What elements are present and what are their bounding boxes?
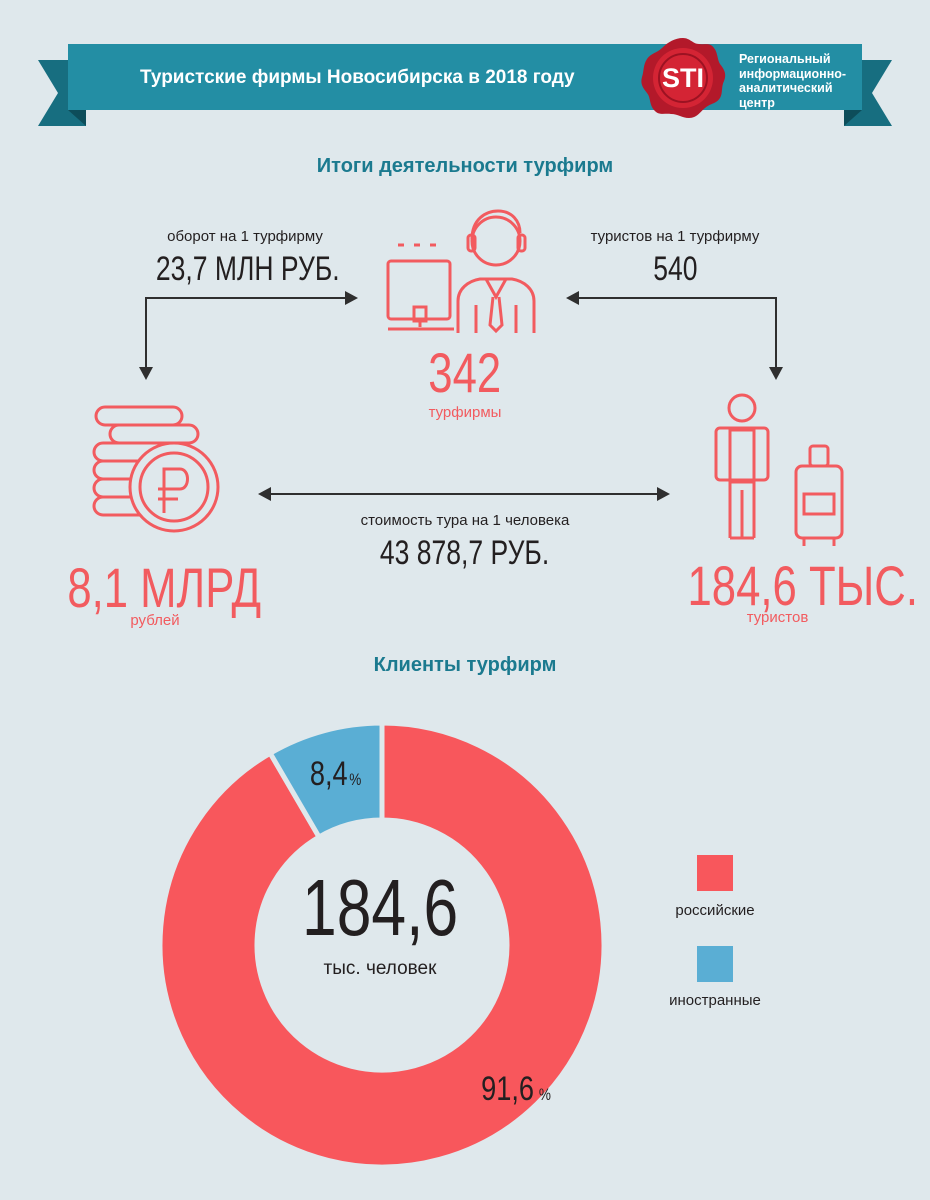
org-line: информационно- <box>739 66 847 81</box>
org-line: Региональный <box>739 52 831 66</box>
tourists-label: туристов <box>746 609 809 626</box>
cost-value-text: 43 878,7 руб. <box>380 534 550 572</box>
revenue-label: рублей <box>130 612 180 629</box>
revenue-value: 8,1 млрд <box>40 560 270 616</box>
page-title: Туристские фирмы Новосибирска в 2018 год… <box>140 67 575 88</box>
donut-slice-foreign <box>266 720 385 841</box>
tourists-per-firm-value: 540 <box>560 250 790 289</box>
legend-label-foreign: иностранные <box>669 992 761 1009</box>
logo-text: STI <box>662 63 704 93</box>
legend-swatch-foreign <box>697 946 733 982</box>
cost-label: стоимость тура на 1 человека <box>360 512 570 529</box>
header-banner <box>38 44 892 126</box>
firms-value-text: 342 <box>428 341 502 404</box>
tourists-value-text: 184,6 тыс. <box>687 554 918 617</box>
donut-value-label-russian: 91,6% <box>481 1069 551 1108</box>
activity-section-title: Итоги деятельности турфирм <box>316 155 614 177</box>
revenue-value-text: 8,1 млрд <box>67 556 262 619</box>
center-value-text: 184,6 <box>302 863 459 952</box>
legend-label-russian: российские <box>675 902 755 919</box>
donut-center-unit: тыс. человек <box>323 958 437 979</box>
firms-value: 342 <box>380 345 550 401</box>
donut-center-value: 184,6 <box>280 868 480 948</box>
tourists-per-firm-label: туристов на 1 турфирму <box>590 228 760 245</box>
turnover-label: оборот на 1 турфирму <box>167 228 323 245</box>
ruble-coins-icon <box>92 405 220 533</box>
turnover-value: 23,7 млн руб. <box>130 250 360 289</box>
cost-value: 43 878,7 руб. <box>330 534 600 573</box>
turnover-value-text: 23,7 млн руб. <box>155 250 340 288</box>
tourists-per-firm-value-text: 540 <box>652 250 698 288</box>
donut-value-label-foreign: 8,4% <box>310 754 362 793</box>
firms-label: турфирмы <box>428 404 502 421</box>
org-name: Региональный информационно- аналитически… <box>739 52 859 110</box>
donut-slice-russian <box>157 720 607 1170</box>
tourists-value: 184,6 тыс. <box>655 558 918 614</box>
tourist-suitcase-icon <box>714 393 844 546</box>
sti-logo-seal-icon: STI <box>641 38 726 118</box>
office-worker-icon <box>386 209 536 334</box>
legend-swatch-russian <box>697 855 733 891</box>
org-line: центр <box>739 95 775 110</box>
clients-section-title: Клиенты турфирм <box>373 654 557 676</box>
org-line: аналитический <box>739 81 833 95</box>
